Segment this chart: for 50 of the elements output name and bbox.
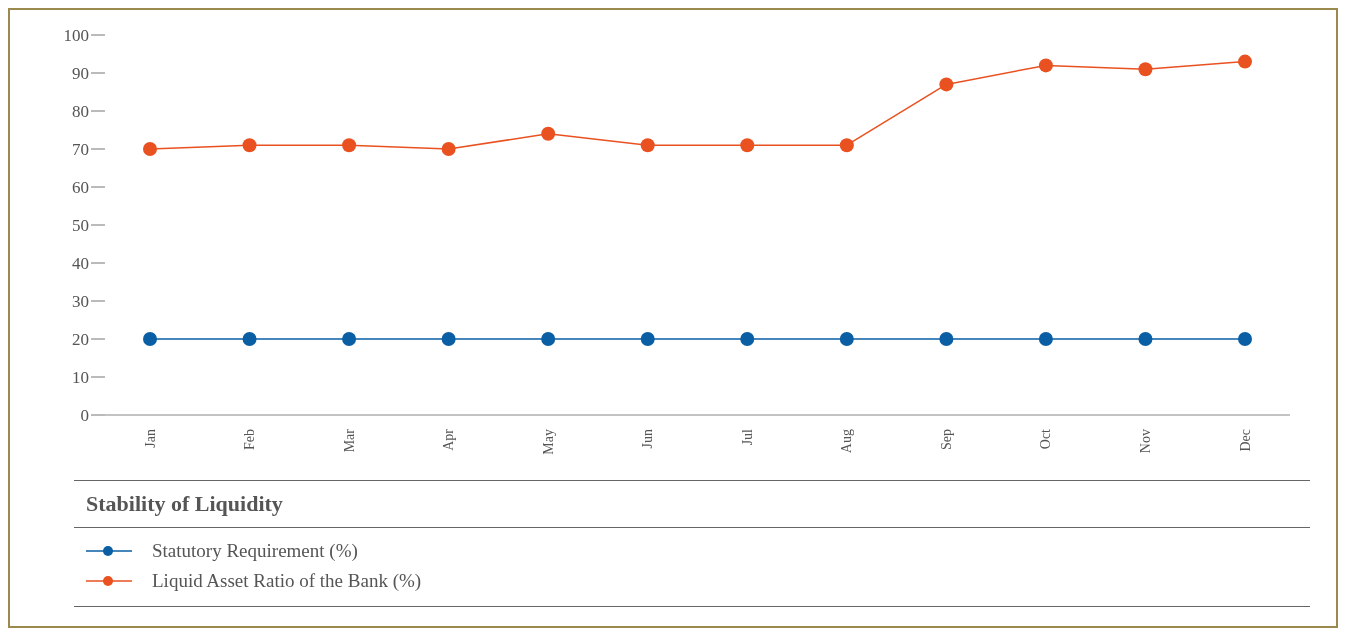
point — [740, 138, 755, 153]
point — [1238, 54, 1252, 69]
x-tick-label: Jun — [640, 429, 656, 449]
point — [640, 138, 655, 153]
y-tick-label: 20 — [72, 330, 89, 350]
point — [541, 126, 556, 141]
point — [1038, 332, 1053, 346]
point — [839, 332, 854, 346]
y-tick-label: 50 — [72, 216, 89, 236]
y-tick-label: 70 — [72, 140, 89, 160]
x-tick-label: Apr — [441, 428, 457, 451]
point — [242, 138, 257, 153]
point — [939, 332, 954, 346]
point — [939, 77, 954, 92]
y-tick-label: 40 — [72, 254, 89, 274]
x-tick-label: Sep — [938, 429, 954, 450]
point — [839, 138, 854, 153]
y-tick-label: 0 — [80, 406, 89, 426]
x-tick-label: May — [540, 429, 556, 455]
point — [342, 332, 357, 346]
point — [1238, 332, 1252, 346]
point — [1138, 332, 1153, 346]
point — [342, 138, 357, 153]
x-tick-label: Aug — [839, 429, 855, 454]
x-tick-label: Jan — [142, 429, 158, 448]
x-tick-label: Nov — [1137, 429, 1153, 454]
point — [242, 332, 257, 346]
text: Stability of Liquidity — [74, 480, 1310, 528]
point — [441, 332, 456, 346]
legend-label: Liquid Asset Ratio of the Bank (%) — [152, 570, 422, 592]
x-tick-label: Feb — [242, 429, 258, 450]
legend-label: Statutory Requirement (%) — [152, 540, 358, 562]
x-tick-label: Mar — [341, 428, 357, 453]
y-tick-label: 80 — [72, 102, 89, 122]
point — [1138, 62, 1153, 77]
point — [441, 142, 456, 156]
x-tick-label: Jul — [739, 428, 755, 446]
point — [143, 142, 157, 156]
point — [1038, 58, 1053, 73]
y-tick-label: 30 — [72, 292, 89, 312]
y-tick-label: 90 — [72, 64, 89, 84]
point — [541, 332, 556, 346]
point — [143, 332, 157, 346]
point — [640, 332, 655, 346]
y-tick-label: 100 — [63, 26, 89, 46]
y-tick-label: 10 — [72, 368, 89, 388]
point — [740, 332, 755, 346]
y-tick-label: 60 — [72, 178, 89, 198]
x-tick-label: Dec — [1237, 429, 1253, 452]
x-tick-label: Oct — [1038, 428, 1054, 450]
